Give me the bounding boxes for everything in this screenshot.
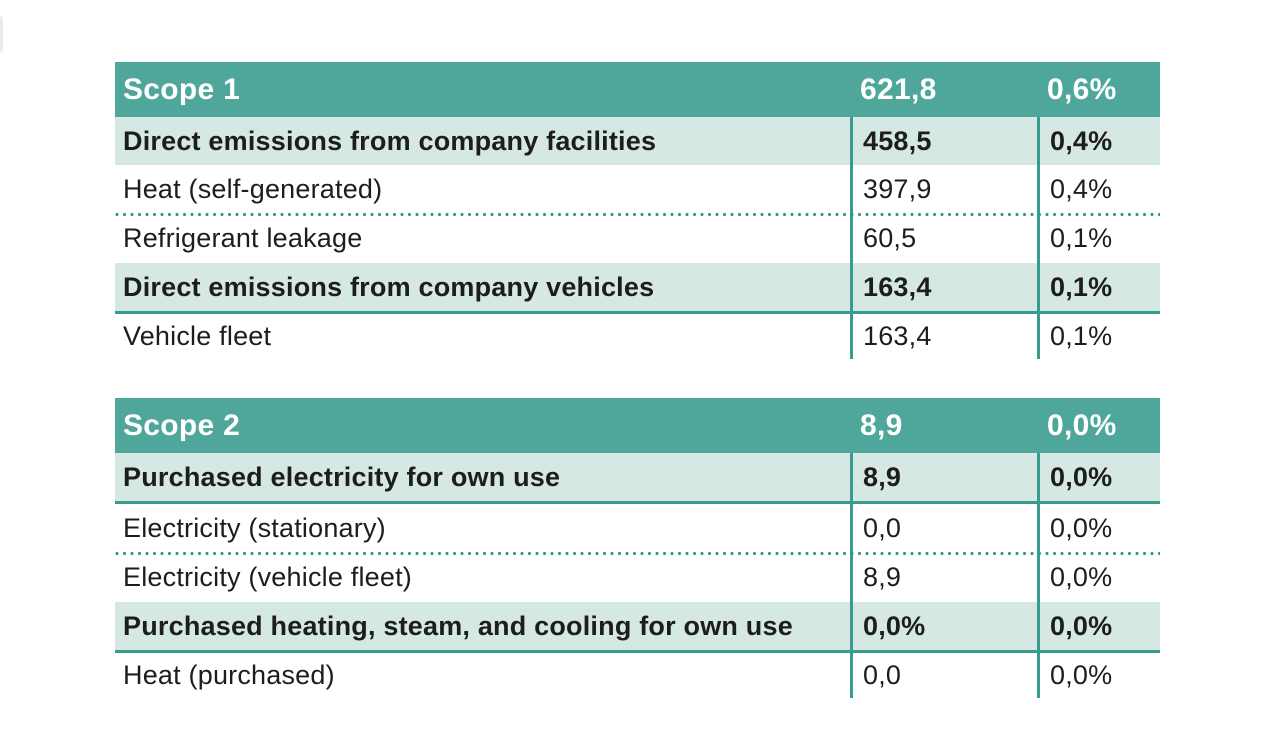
row-value: 8,9 bbox=[850, 453, 1037, 501]
row-percent: 0,1% bbox=[1037, 314, 1160, 359]
row-value: 0,0% bbox=[850, 602, 1037, 650]
header-label: Scope 1 bbox=[123, 72, 241, 106]
table-row: Purchased heating, steam, and cooling fo… bbox=[115, 602, 1160, 650]
row-value: 397,9 bbox=[850, 165, 1037, 214]
row-percent: 0,0% bbox=[1037, 453, 1160, 501]
row-percent: 0,0% bbox=[1037, 553, 1160, 602]
left-edge-artifact bbox=[0, 16, 3, 52]
row-label: Vehicle fleet bbox=[123, 321, 272, 351]
row-value: 0,0 bbox=[850, 653, 1037, 698]
row-percent: 0,4% bbox=[1037, 165, 1160, 214]
scope-2-header-row: Scope 2 8,9 0,0% bbox=[115, 398, 1160, 453]
row-label: Heat (purchased) bbox=[123, 660, 335, 690]
table-row: Vehicle fleet 163,4 0,1% bbox=[115, 314, 1160, 359]
row-value: 0,0 bbox=[850, 504, 1037, 553]
table-row: Purchased electricity for own use 8,9 0,0% bbox=[115, 453, 1160, 501]
row-label: Heat (self-generated) bbox=[123, 174, 383, 204]
scope-2-table: Scope 2 8,9 0,0% Purchased electricity for … bbox=[115, 398, 1160, 698]
row-percent: 0,0% bbox=[1037, 653, 1160, 698]
row-value: 458,5 bbox=[850, 117, 1037, 165]
row-percent: 0,1% bbox=[1037, 214, 1160, 263]
row-value: 163,4 bbox=[850, 263, 1037, 311]
row-value: 8,9 bbox=[850, 553, 1037, 602]
header-label: Scope 2 bbox=[123, 408, 241, 442]
solid-separator bbox=[115, 311, 1160, 314]
table-row: Direct emissions from company facilities… bbox=[115, 117, 1160, 165]
row-percent: 0,1% bbox=[1037, 263, 1160, 311]
table-row: Heat (purchased) 0,0 0,0% bbox=[115, 653, 1160, 698]
row-label: Purchased heating, steam, and cooling fo… bbox=[123, 610, 793, 641]
row-percent: 0,0% bbox=[1037, 504, 1160, 553]
row-label: Direct emissions from company vehicles bbox=[123, 271, 655, 302]
table-row: Direct emissions from company vehicles 16… bbox=[115, 263, 1160, 311]
table-row: Electricity (vehicle fleet) 8,9 0,0% bbox=[115, 553, 1160, 602]
row-label: Electricity (stationary) bbox=[123, 513, 386, 543]
row-value: 163,4 bbox=[850, 314, 1037, 359]
table-row: Heat (self-generated) 397,9 0,4% bbox=[115, 165, 1160, 216]
scope-1-header-row: Scope 1 621,8 0,6% bbox=[115, 62, 1160, 117]
header-percent: 0,6% bbox=[1047, 72, 1117, 106]
row-label: Refrigerant leakage bbox=[123, 223, 363, 253]
header-percent: 0,0% bbox=[1047, 408, 1117, 442]
row-label: Direct emissions from company facilities bbox=[123, 125, 657, 156]
table-row: Electricity (stationary) 0,0 0,0% bbox=[115, 504, 1160, 555]
row-label: Purchased electricity for own use bbox=[123, 461, 561, 492]
row-percent: 0,0% bbox=[1037, 602, 1160, 650]
solid-separator bbox=[115, 501, 1160, 504]
scope-1-table: Scope 1 621,8 0,6% Direct emissions from co… bbox=[115, 62, 1160, 359]
header-value: 621,8 bbox=[860, 72, 937, 106]
row-percent: 0,4% bbox=[1037, 117, 1160, 165]
row-value: 60,5 bbox=[850, 214, 1037, 263]
table-row: Refrigerant leakage 60,5 0,1% bbox=[115, 214, 1160, 263]
header-value: 8,9 bbox=[860, 408, 903, 442]
row-label: Electricity (vehicle fleet) bbox=[123, 562, 412, 592]
solid-separator bbox=[115, 650, 1160, 653]
